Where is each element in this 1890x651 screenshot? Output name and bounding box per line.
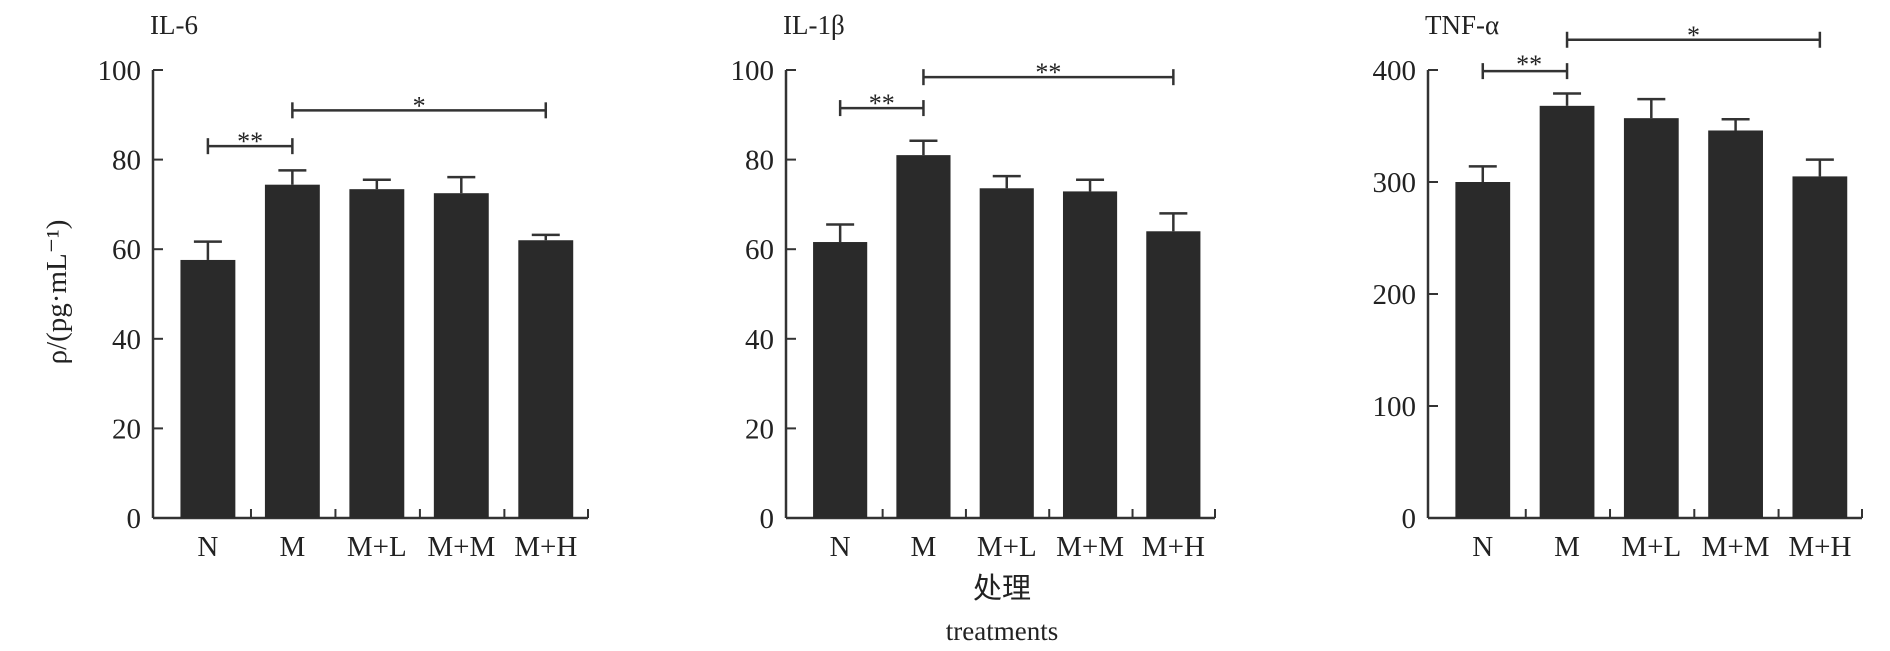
- x-tick-label: M: [911, 531, 937, 563]
- bar-m-h: [1792, 176, 1848, 518]
- y-tick-label: 40: [745, 324, 774, 356]
- x-tick-label: M+M: [1702, 531, 1770, 563]
- bar-m-h: [518, 240, 574, 519]
- bar-m-l: [1623, 118, 1679, 518]
- y-tick-label: 0: [1402, 503, 1417, 535]
- y-tick-label: 0: [127, 503, 142, 535]
- bar-m: [896, 155, 951, 518]
- x-tick-label: M+L: [977, 531, 1037, 563]
- x-axis-label-cn: 处理: [973, 572, 1031, 605]
- x-tick-label: N: [197, 531, 218, 563]
- y-tick-label: 20: [745, 413, 774, 445]
- bar-n: [813, 242, 868, 519]
- y-tick-label: 60: [745, 234, 774, 266]
- y-tick-label: 400: [1373, 55, 1417, 87]
- chart-title: IL-6: [150, 10, 198, 40]
- chart-il1b: IL-1β 0 20 40 60 80 100 N M M+L M+M M+H ** **: [731, 10, 1216, 563]
- chart-title: TNF-α: [1425, 10, 1499, 40]
- significance-label: *: [1687, 21, 1700, 50]
- bar-m-l: [349, 189, 405, 518]
- bar-m: [264, 184, 320, 519]
- y-tick-label: 60: [112, 234, 141, 266]
- y-tick-label: 100: [1373, 391, 1417, 423]
- x-axis-label-en: treatments: [946, 616, 1058, 646]
- bar-m: [1539, 105, 1595, 518]
- bar-m-l: [979, 188, 1034, 518]
- x-tick-label: M+L: [347, 531, 407, 563]
- y-tick-label: 100: [98, 55, 142, 87]
- y-tick-label: 200: [1373, 279, 1417, 311]
- x-tick-label: M+H: [1788, 531, 1851, 563]
- x-tick-label: N: [1472, 531, 1493, 563]
- y-tick-label: 80: [745, 145, 774, 177]
- significance-label: **: [869, 89, 895, 118]
- bar-m-m: [1062, 191, 1118, 518]
- significance-label: **: [237, 127, 263, 156]
- chart-title: IL-1β: [783, 10, 845, 40]
- x-tick-label: M+H: [1142, 531, 1205, 563]
- y-tick-label: 300: [1373, 167, 1417, 199]
- y-tick-label: 20: [112, 413, 141, 445]
- y-tick-label: 80: [112, 145, 141, 177]
- bar-m-m: [1708, 130, 1763, 519]
- significance-label: *: [413, 91, 426, 120]
- bar-m-m: [433, 193, 489, 518]
- x-tick-label: N: [830, 531, 851, 563]
- y-tick-label: 0: [760, 503, 775, 535]
- y-tick-label: 40: [112, 324, 141, 356]
- x-tick-label: M: [279, 531, 305, 563]
- significance-label: **: [1035, 58, 1061, 87]
- x-tick-label: M+M: [1056, 531, 1124, 563]
- y-tick-label: 100: [731, 55, 775, 87]
- bar-n: [1455, 182, 1511, 518]
- x-tick-label: M+H: [514, 531, 577, 563]
- bar-m-h: [1146, 231, 1201, 518]
- x-tick-label: M+L: [1621, 531, 1681, 563]
- bar-n: [180, 259, 236, 518]
- x-tick-label: M: [1554, 531, 1580, 563]
- x-tick-label: M+M: [427, 531, 495, 563]
- y-axis-label: ρ/(pg·mL⁻¹): [41, 220, 73, 365]
- significance-label: **: [1516, 50, 1542, 79]
